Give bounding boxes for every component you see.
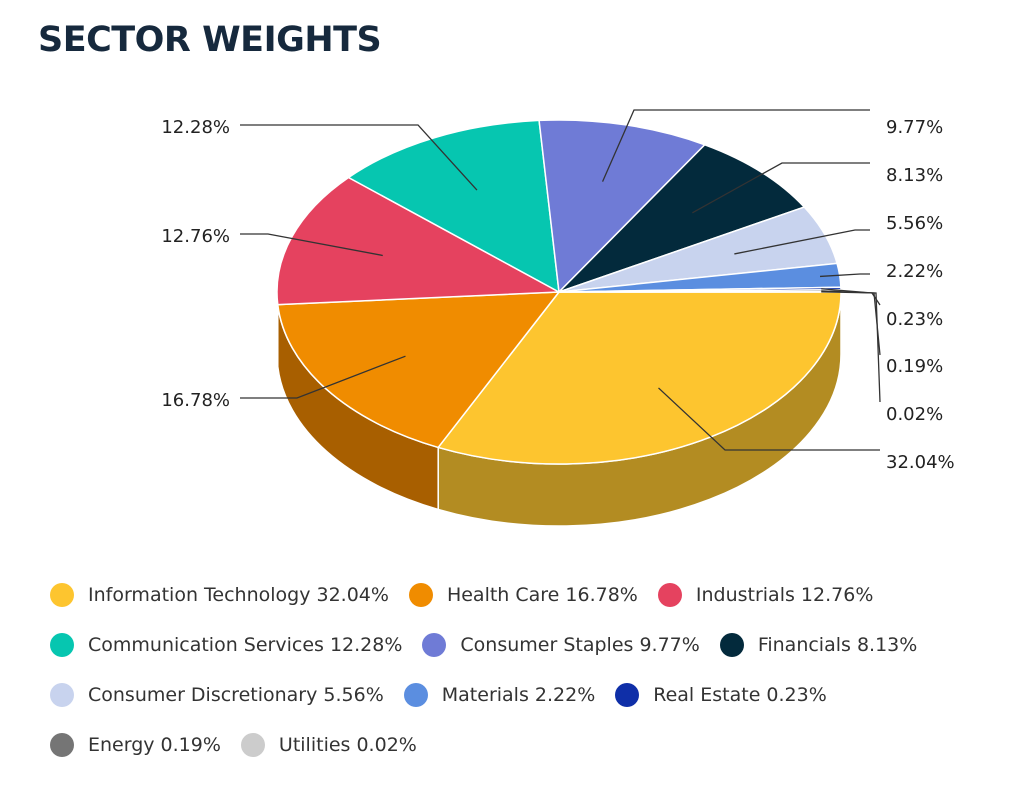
data-label-information-technology: 32.04%	[886, 452, 955, 473]
data-label-consumer-staples: 9.77%	[886, 117, 943, 138]
leader-line-industrials	[240, 233, 383, 257]
legend-item-communication-services[interactable]: Communication Services 12.28%	[50, 633, 402, 657]
data-label-financials: 8.13%	[886, 165, 943, 186]
legend-item-information-technology[interactable]: Information Technology 32.04%	[50, 583, 389, 607]
legend-item-energy[interactable]: Energy 0.19%	[50, 733, 221, 757]
legend-item-consumer-staples[interactable]: Consumer Staples 9.77%	[422, 633, 700, 657]
legend-label: Financials 8.13%	[757, 634, 918, 656]
legend-swatch	[240, 733, 265, 757]
legend-label: Health Care 16.78%	[446, 584, 638, 606]
legend-swatch	[657, 583, 682, 607]
legend-row: Energy 0.19% Utilities 0.02%	[50, 720, 1010, 770]
legend-label: Utilities 0.02%	[278, 734, 417, 756]
legend-row: Information Technology 32.04% Health Car…	[50, 570, 1010, 620]
legend: Information Technology 32.04% Health Car…	[50, 570, 1010, 770]
data-label-health-care: 16.78%	[161, 390, 230, 411]
pie-slice-consumer-staples[interactable]	[538, 119, 706, 293]
leader-line-health-care	[240, 355, 406, 399]
legend-label: Materials 2.22%	[441, 684, 596, 706]
leader-line-consumer-staples	[601, 109, 870, 182]
pie-slice-communication-services[interactable]	[347, 119, 560, 293]
legend-row: Consumer Discretionary 5.56% Materials 2…	[50, 670, 1010, 720]
pie-slice-industrials[interactable]	[276, 176, 560, 306]
legend-label: Industrials 12.76%	[695, 584, 874, 606]
data-label-industrials: 12.76%	[161, 226, 230, 247]
legend-row: Communication Services 12.28% Consumer S…	[50, 620, 1010, 670]
legend-item-industrials[interactable]: Industrials 12.76%	[657, 583, 874, 607]
leader-line-materials	[819, 273, 870, 278]
legend-item-financials[interactable]: Financials 8.13%	[719, 633, 918, 657]
leader-line-financials	[692, 162, 870, 214]
legend-swatch	[50, 633, 74, 657]
legend-label: Consumer Staples 9.77%	[460, 634, 700, 656]
pie-slice-information-technology[interactable]	[437, 291, 842, 465]
label-leader-lines	[240, 109, 881, 451]
leader-line-consumer-discretionary	[734, 229, 870, 255]
legend-label: Communication Services 12.28%	[88, 634, 403, 656]
data-label-energy: 0.19%	[886, 356, 943, 377]
legend-swatch	[615, 683, 640, 707]
leader-line-utilities	[821, 291, 881, 403]
data-label-communication-services: 12.28%	[161, 117, 230, 138]
data-label-real-estate: 0.23%	[886, 309, 943, 330]
legend-swatch	[50, 583, 74, 607]
legend-item-materials[interactable]: Materials 2.22%	[403, 683, 596, 707]
leader-line-communication-services	[240, 124, 478, 191]
pie-slice-health-care[interactable]	[277, 291, 560, 449]
legend-item-health-care[interactable]: Health Care 16.78%	[408, 583, 638, 607]
data-label-utilities: 0.02%	[886, 404, 943, 425]
legend-swatch	[50, 683, 74, 707]
legend-item-consumer-discretionary[interactable]: Consumer Discretionary 5.56%	[50, 683, 384, 707]
pie-top-slices	[276, 119, 842, 465]
legend-swatch	[50, 733, 74, 757]
legend-swatch	[422, 633, 447, 657]
legend-swatch	[719, 633, 744, 657]
pie-chart: 32.04% 16.78% 12.76% 12.28% 9.77% 8.13% 5.56% 2…	[161, 109, 955, 527]
data-label-materials: 2.22%	[886, 261, 943, 282]
legend-label: Energy 0.19%	[88, 734, 221, 756]
legend-swatch	[403, 683, 428, 707]
pie-slice-financials[interactable]	[558, 144, 805, 293]
legend-label: Consumer Discretionary 5.56%	[88, 684, 384, 706]
legend-label: Information Technology 32.04%	[88, 584, 389, 606]
legend-label: Real Estate 0.23%	[653, 684, 827, 706]
legend-item-real-estate[interactable]: Real Estate 0.23%	[615, 683, 827, 707]
legend-item-utilities[interactable]: Utilities 0.02%	[240, 733, 417, 757]
legend-swatch	[408, 583, 433, 607]
chart-title: SECTOR WEIGHTS	[38, 20, 382, 60]
data-label-consumer-discretionary: 5.56%	[886, 213, 943, 234]
data-labels: 32.04% 16.78% 12.76% 12.28% 9.77% 8.13% 5.56% 2…	[161, 117, 954, 473]
leader-line-information-technology	[658, 387, 880, 451]
